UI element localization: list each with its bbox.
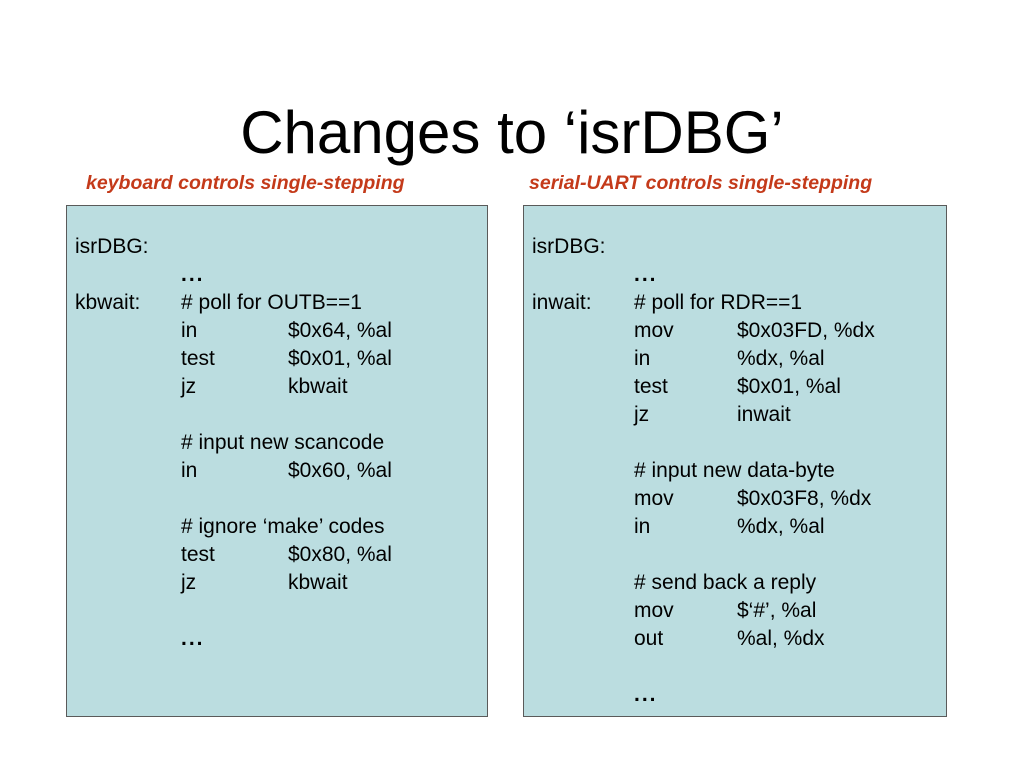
- code-operands: kbwait: [288, 571, 348, 594]
- code-mnemonic: test: [181, 543, 215, 566]
- code-mnemonic: test: [181, 347, 215, 370]
- code-operands: $0x01, %al: [737, 375, 841, 398]
- code-line: ...: [532, 681, 954, 709]
- code-label: kbwait:: [75, 291, 141, 314]
- code-mnemonic: jz: [181, 571, 197, 594]
- code-line: mov $0x03FD, %dx: [532, 317, 954, 345]
- page-title: Changes to ‘isrDBG’: [240, 99, 784, 167]
- code-mnemonic: in: [181, 459, 198, 482]
- code-mnemonic: mov: [634, 319, 674, 342]
- code-operands: $0x80, %al: [288, 543, 392, 566]
- code-operands: $0x64, %al: [288, 319, 392, 342]
- code-line: [75, 401, 495, 429]
- code-label: isrDBG:: [532, 235, 606, 258]
- code-operands: $‘#’, %al: [737, 599, 817, 622]
- code-line: test $0x01, %al: [532, 373, 954, 401]
- code-line: in $0x64, %al: [75, 317, 495, 345]
- code-comment: # poll for OUTB==1: [181, 291, 362, 314]
- code-line: [75, 485, 495, 513]
- code-listing-keyboard: isrDBG:... kbwait: # poll for OUTB==1 in $0x…: [67, 206, 495, 743]
- code-line: [532, 541, 954, 569]
- code-listing-serial-uart: isrDBG:... inwait: # poll for RDR==1 mov $0x…: [524, 206, 954, 743]
- code-line: inwait: # poll for RDR==1: [532, 289, 954, 317]
- code-comment: # ignore ‘make’ codes: [181, 515, 385, 538]
- code-ellipsis: ...: [634, 263, 658, 286]
- code-line: # send back a reply: [532, 569, 954, 597]
- code-block-serial-uart: isrDBG:... inwait: # poll for RDR==1 mov $0x…: [523, 205, 947, 717]
- code-mnemonic: in: [181, 319, 198, 342]
- code-line: jz kbwait: [75, 569, 495, 597]
- code-operands: %dx, %al: [737, 515, 825, 538]
- code-line: out %al, %dx: [532, 625, 954, 653]
- code-operands: $0x01, %al: [288, 347, 392, 370]
- code-line: # ignore ‘make’ codes: [75, 513, 495, 541]
- code-label: inwait:: [532, 291, 592, 314]
- code-line: [75, 597, 495, 625]
- code-line: mov $‘#’, %al: [532, 597, 954, 625]
- code-label: isrDBG:: [75, 235, 149, 258]
- code-mnemonic: mov: [634, 599, 674, 622]
- code-mnemonic: in: [634, 515, 651, 538]
- code-line: isrDBG:: [532, 233, 954, 261]
- code-mnemonic: test: [634, 375, 668, 398]
- code-operands: kbwait: [288, 375, 348, 398]
- code-line: test $0x01, %al: [75, 345, 495, 373]
- code-comment: # input new data-byte: [634, 459, 835, 482]
- code-mnemonic: jz: [634, 403, 650, 426]
- code-mnemonic: in: [634, 347, 651, 370]
- code-line: in %dx, %al: [532, 513, 954, 541]
- code-line: in %dx, %al: [532, 345, 954, 373]
- code-line: isrDBG:: [75, 233, 495, 261]
- code-block-keyboard: isrDBG:... kbwait: # poll for OUTB==1 in $0x…: [66, 205, 488, 717]
- code-mnemonic: out: [634, 627, 664, 650]
- code-line: test $0x80, %al: [75, 541, 495, 569]
- code-operands: $0x03F8, %dx: [737, 487, 872, 510]
- code-operands: inwait: [737, 403, 791, 426]
- code-line: [532, 653, 954, 681]
- code-mnemonic: mov: [634, 487, 674, 510]
- code-line: # input new data-byte: [532, 457, 954, 485]
- code-operands: %al, %dx: [737, 627, 825, 650]
- code-mnemonic: jz: [181, 375, 197, 398]
- code-comment: # input new scancode: [181, 431, 385, 454]
- code-line: ...: [75, 261, 495, 289]
- code-line: kbwait: # poll for OUTB==1: [75, 289, 495, 317]
- code-comment: # poll for RDR==1: [634, 291, 803, 314]
- code-ellipsis: ...: [634, 683, 658, 706]
- code-ellipsis: ...: [181, 627, 205, 650]
- code-operands: %dx, %al: [737, 347, 825, 370]
- code-line: # input new scancode: [75, 429, 495, 457]
- code-line: ...: [75, 625, 495, 653]
- code-ellipsis: ...: [181, 263, 205, 286]
- caption-serial-uart-column: serial-UART controls single-stepping: [529, 172, 873, 194]
- code-line: jz inwait: [532, 401, 954, 429]
- code-line: ...: [532, 261, 954, 289]
- code-operands: $0x60, %al: [288, 459, 392, 482]
- code-line: in $0x60, %al: [75, 457, 495, 485]
- code-comment: # send back a reply: [634, 571, 817, 594]
- code-line: [532, 429, 954, 457]
- code-line: mov $0x03F8, %dx: [532, 485, 954, 513]
- code-line: jz kbwait: [75, 373, 495, 401]
- code-operands: $0x03FD, %dx: [737, 319, 875, 342]
- caption-keyboard-column: keyboard controls single-stepping: [86, 172, 405, 194]
